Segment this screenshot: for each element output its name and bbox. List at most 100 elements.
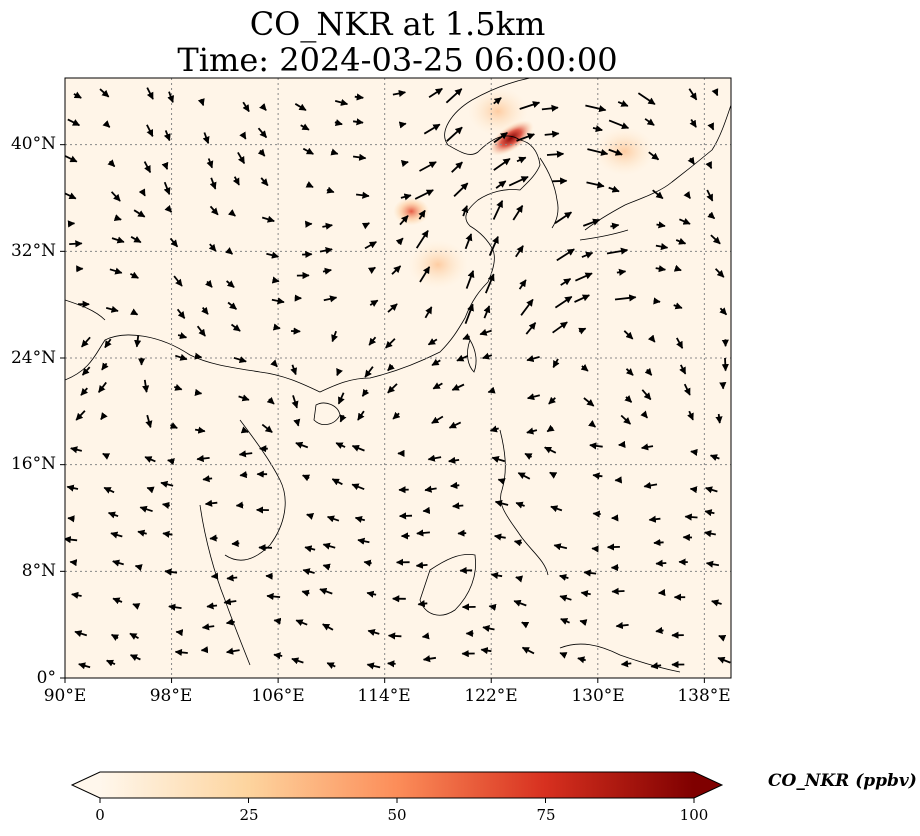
wind-arrow xyxy=(422,655,437,663)
wind-arrow xyxy=(302,568,315,576)
wind-arrow xyxy=(552,321,568,334)
wind-arrow xyxy=(432,382,443,390)
wind-arrow xyxy=(368,336,377,346)
wind-arrow xyxy=(301,589,310,597)
chart-subtitle-time: Time: 2024-03-25 06:00:00 xyxy=(177,41,618,79)
wind-arrow xyxy=(259,103,267,111)
wind-arrow xyxy=(641,389,652,401)
wind-arrow xyxy=(608,119,630,130)
wind-arrow xyxy=(479,328,492,336)
wind-arrow xyxy=(706,189,714,202)
wind-arrow xyxy=(240,426,249,434)
wind-arrow xyxy=(592,472,603,480)
wind-arrow xyxy=(110,531,123,539)
wind-arrow xyxy=(610,222,620,230)
wind-arrow xyxy=(644,118,655,126)
wind-arrow xyxy=(261,215,275,223)
wind-arrow xyxy=(129,654,141,661)
coastlines xyxy=(65,78,731,673)
wind-arrow xyxy=(73,91,82,99)
wind-arrow xyxy=(392,411,401,420)
chart-title: CO_NKR at 1.5km xyxy=(249,5,546,43)
wind-arrow xyxy=(524,452,533,460)
wind-arrow xyxy=(266,251,280,259)
wind-arrow xyxy=(586,181,605,189)
wind-arrow xyxy=(261,423,273,434)
wind-arrow xyxy=(101,362,109,371)
wind-arrow xyxy=(580,590,591,598)
wind-arrow xyxy=(655,559,667,567)
wind-arrow xyxy=(587,148,609,156)
wind-arrow xyxy=(352,118,364,126)
lat-tick-label: 16°N xyxy=(10,454,56,474)
wind-arrow xyxy=(206,158,214,169)
wind-arrow xyxy=(493,131,508,144)
wind-arrow xyxy=(65,192,77,200)
wind-arrow xyxy=(169,422,178,429)
wind-arrow xyxy=(323,295,338,303)
wind-arrow xyxy=(480,647,492,655)
wind-arrow xyxy=(705,486,718,494)
wind-arrow xyxy=(322,222,333,230)
wind-arrow xyxy=(326,186,335,194)
wind-arrow xyxy=(488,235,499,256)
colorbar-label: CO_NKR (ppbv) xyxy=(768,771,917,791)
wind-arrow xyxy=(107,159,116,168)
wind-arrow xyxy=(615,621,629,630)
wind-arrow xyxy=(516,133,535,142)
wind-arrow xyxy=(494,499,509,507)
wind-arrow xyxy=(146,87,154,100)
wind-arrow xyxy=(146,486,155,494)
wind-arrow xyxy=(707,122,715,131)
wind-arrow xyxy=(548,396,556,405)
wind-arrow xyxy=(196,454,210,463)
wind-arrow xyxy=(354,93,364,101)
lon-tick-label: 98°E xyxy=(149,686,193,706)
wind-arrow xyxy=(550,505,563,513)
wind-arrow xyxy=(683,191,691,199)
wind-arrow xyxy=(574,294,590,303)
wind-arrow xyxy=(110,191,121,202)
colorbar xyxy=(70,771,724,803)
wind-arrow xyxy=(492,200,504,220)
co-plume xyxy=(467,87,528,136)
wind-arrow xyxy=(225,618,235,626)
wind-arrow xyxy=(513,599,527,607)
wind-arrow xyxy=(673,302,683,310)
wind-arrow xyxy=(363,559,372,567)
wind-arrow xyxy=(679,218,691,225)
wind-arrow xyxy=(421,632,430,640)
wind-arrow xyxy=(334,98,349,106)
wind-arrow xyxy=(705,560,720,568)
wind-arrow xyxy=(69,559,78,567)
lat-tick-label: 40°N xyxy=(10,134,56,154)
wind-arrow xyxy=(687,156,695,165)
wind-arrow xyxy=(684,513,698,521)
wind-arrow xyxy=(161,501,170,509)
wind-arrow xyxy=(679,364,687,375)
wind-arrow xyxy=(554,211,572,225)
wind-arrow xyxy=(582,218,601,227)
wind-arrow xyxy=(620,414,632,425)
wind-arrow xyxy=(330,148,339,156)
wind-arrow xyxy=(194,426,206,434)
wind-arrow xyxy=(648,151,660,161)
wind-arrow xyxy=(137,529,147,537)
wind-arrow xyxy=(302,474,311,482)
wind-arrow xyxy=(161,161,169,170)
wind-arrow xyxy=(704,509,715,517)
wind-arrow xyxy=(106,659,116,667)
wind-arrow xyxy=(230,323,241,332)
wind-arrow xyxy=(717,656,731,664)
lat-tick-label: 24°N xyxy=(10,348,56,368)
wind-arrow xyxy=(66,484,79,492)
wind-arrow xyxy=(690,448,698,456)
wind-arrow xyxy=(675,237,687,245)
wind-arrow xyxy=(163,181,171,195)
wind-arrow xyxy=(233,356,247,364)
wind-arrow xyxy=(711,599,722,607)
colorbar-tick-label: 75 xyxy=(536,806,556,824)
wind-arrow xyxy=(710,234,721,245)
wind-arrow xyxy=(302,147,314,155)
wind-arrow xyxy=(560,278,572,286)
